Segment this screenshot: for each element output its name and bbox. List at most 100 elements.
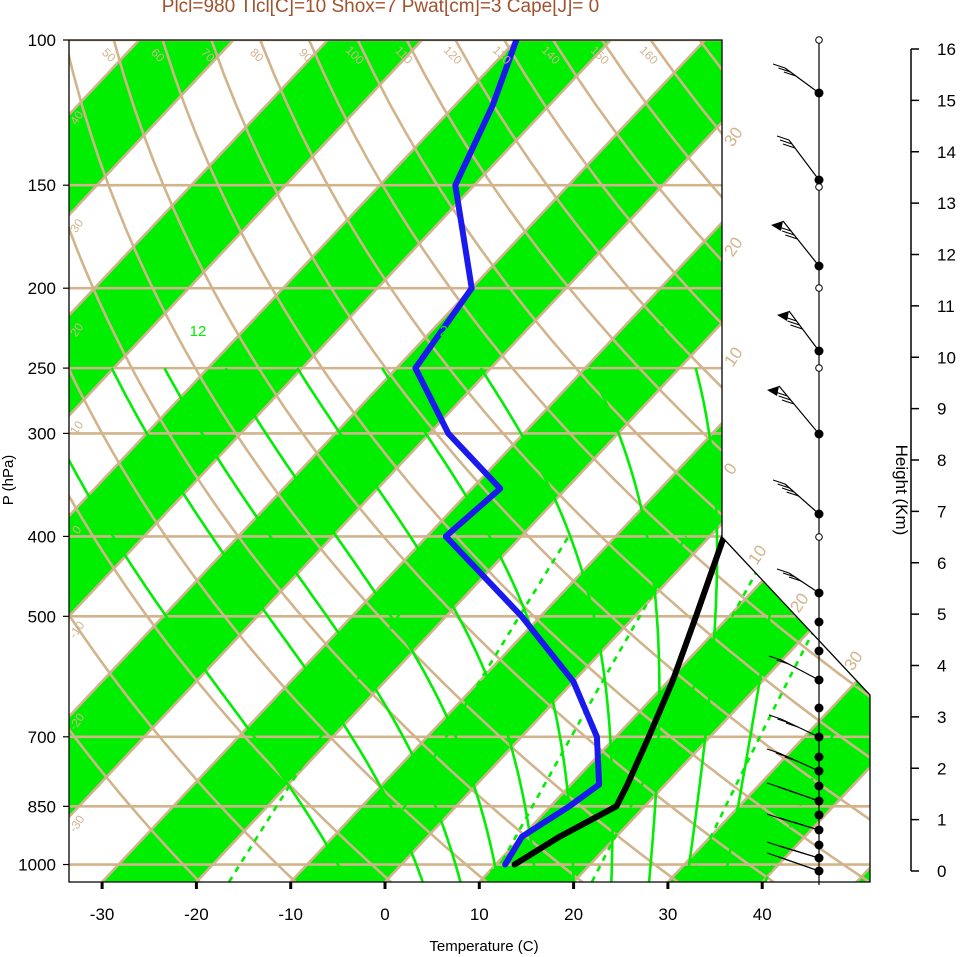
- wind-barb: [776, 135, 790, 141]
- mixing-ratio-line: [227, 535, 452, 882]
- wind-barb: [776, 568, 790, 574]
- height-tick-label: 1: [937, 811, 946, 830]
- isotherm-band: [479, 40, 870, 882]
- isotherm-band: [69, 40, 800, 882]
- wind-barb: [775, 752, 789, 758]
- temperature-tick-label: 20: [564, 905, 583, 924]
- dry-adiabat-line: [69, 40, 201, 882]
- isotherm-line: [289, 40, 870, 882]
- wind-barb: [766, 748, 780, 754]
- isotherm-label: 30: [720, 124, 746, 150]
- wind-level-open-dot: [815, 36, 823, 44]
- wind-barb: [766, 852, 780, 858]
- dry-adiabat-line: [307, 40, 870, 882]
- dry-adiabat-line: [454, 40, 870, 882]
- isotherm-line: [69, 40, 518, 882]
- moist-adiabat-line: [479, 367, 614, 882]
- wind-barb: [786, 491, 799, 497]
- wind-barb: [778, 385, 820, 435]
- pressure-axis-label: P (hPa): [0, 455, 17, 506]
- isotherm-label: 30: [840, 648, 866, 674]
- pressure-tick-label: 500: [28, 607, 56, 626]
- wind-barb: [766, 841, 780, 847]
- wind-level-dot: [814, 703, 824, 713]
- wind-barb: [781, 487, 795, 493]
- mixing-ratio-line: [590, 535, 778, 882]
- wind-barb: [767, 386, 779, 396]
- wind-level-dot: [814, 781, 824, 791]
- wind-barb: [781, 399, 795, 405]
- dry-adiabat-line: [69, 40, 679, 882]
- isotherm-label: 10: [720, 344, 746, 370]
- height-tick-label: 13: [937, 194, 956, 213]
- plot-area: [69, 40, 961, 882]
- pressure-tick-label: 200: [28, 279, 56, 298]
- temperature-tick-label: -20: [184, 905, 209, 924]
- wind-barb: [772, 479, 786, 485]
- temperature-tick-label: 0: [380, 905, 389, 924]
- height-tick-label: 11: [937, 297, 955, 316]
- isotherm-line: [69, 40, 801, 882]
- dry-adiabat-line: [69, 40, 584, 882]
- wind-barb: [782, 572, 796, 578]
- height-axis-label: Height (Km): [892, 445, 911, 536]
- wind-barb: [782, 143, 796, 149]
- wind-level-dot: [814, 840, 824, 850]
- wind-barb: [784, 67, 820, 94]
- isotherm-label: 20: [720, 234, 746, 260]
- mixing-ratio-line: [764, 535, 870, 882]
- wind-barb: [785, 722, 799, 728]
- wind-level-dot: [814, 646, 824, 656]
- wind-barb: [778, 786, 791, 792]
- wind-barb: [777, 718, 790, 724]
- moist-adiabat-line: [224, 367, 500, 882]
- pressure-tick-label: 1000: [18, 856, 56, 875]
- isotherm-label: 0: [720, 460, 741, 479]
- wind-barb: [778, 395, 791, 401]
- height-tick-label: 16: [937, 40, 956, 59]
- wind-barb: [778, 226, 792, 232]
- moist-adiabat-label: 16: [263, 323, 280, 340]
- wind-barb: [780, 845, 793, 851]
- wind-barb: [784, 756, 797, 762]
- dry-adiabat-label: 160: [637, 43, 661, 67]
- pressure-tick-label: 150: [28, 176, 56, 195]
- height-tick-label: 0: [937, 862, 946, 881]
- pressure-tick-label: 100: [28, 31, 56, 50]
- moist-adiabat-line: [69, 367, 349, 882]
- wind-barb: [789, 790, 803, 796]
- moist-adiabat-label: 32: [649, 323, 666, 340]
- dewpoint-profile: [412, 40, 603, 868]
- temperature-tick-label: 40: [753, 905, 772, 924]
- wind-barb: [793, 821, 806, 827]
- temperature-tick-label: -30: [90, 905, 115, 924]
- isotherm-line: [69, 40, 329, 882]
- wind-barb: [777, 483, 790, 489]
- wind-barb: [766, 782, 780, 788]
- wind-level-dot: [814, 617, 824, 627]
- height-tick-label: 14: [937, 143, 956, 162]
- wind-barb: [787, 320, 800, 326]
- chart-title: Plcl=980 Tlcl[C]=10 Shox=7 Pwat[cm]=3 Ca…: [161, 0, 600, 17]
- isotherm-line: [951, 40, 961, 882]
- dry-adiabat-line: [258, 40, 870, 882]
- moist-adiabat-label: 12: [190, 323, 207, 340]
- pressure-tick-label: 250: [28, 359, 56, 378]
- pressure-tick-label: 400: [28, 527, 56, 546]
- pressure-tick-label: 850: [28, 797, 56, 816]
- wind-barb: [771, 221, 783, 231]
- isotherm-band: [69, 40, 611, 882]
- wind-level-dot: [814, 752, 824, 762]
- pressure-tick-label: 700: [28, 728, 56, 747]
- height-tick-label: 4: [937, 657, 946, 676]
- wind-barb: [790, 324, 803, 330]
- dry-adiabat-line: [69, 40, 392, 882]
- wind-barb: [782, 230, 795, 236]
- wind-profile: [766, 36, 824, 885]
- height-tick-label: 9: [937, 400, 946, 419]
- dry-adiabat-line: [210, 40, 870, 882]
- dry-adiabat-line: [405, 40, 870, 882]
- wind-level-open-dot: [815, 533, 823, 541]
- wind-barb: [779, 139, 793, 145]
